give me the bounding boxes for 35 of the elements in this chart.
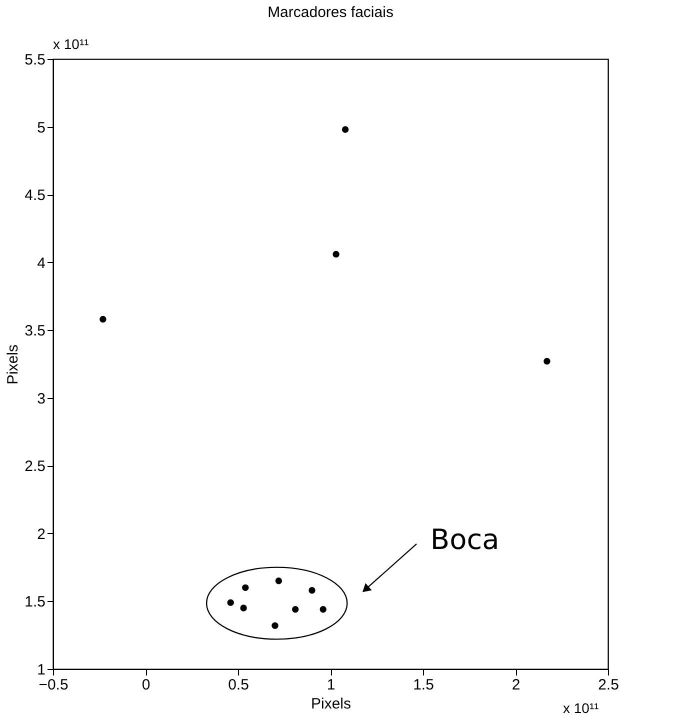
y-tick-label: 3 [37,390,46,408]
x-tick-label: 0 [142,676,150,694]
point [342,126,349,133]
y-tick-label: 1.5 [24,594,46,611]
y-tick-label: 5 [37,119,46,136]
point [275,578,282,584]
x-tick-label: −0.5 [38,676,68,694]
text: x 10¹¹ [563,700,600,716]
point [227,599,234,606]
point [332,250,340,258]
y-tick-label: 1 [37,662,46,678]
annotation: Boca [430,522,500,556]
point [320,606,326,613]
x-tick-label: 1.5 [413,676,434,694]
x-axis-title: Pixels [310,696,352,712]
point [100,316,106,323]
x-tick-label: 1 [326,676,336,694]
y-tick-label: 3.5 [24,322,46,340]
point [240,604,247,612]
x-tick-label: 2.5 [598,676,619,694]
y-tick-label: 4.5 [24,187,46,204]
point [242,584,249,592]
y-tick-label: 2.5 [24,458,46,476]
y-tick-label: 5.5 [24,52,46,68]
x-tick-label: 0.5 [228,676,249,694]
y-tick-label: 4 [37,254,46,272]
point [272,622,278,629]
point [308,587,316,594]
x-tick-label: 2 [512,676,520,694]
point [544,358,550,365]
y-tick-label: 2 [37,526,46,543]
point [292,606,299,613]
chart-title: Marcadores faciais [268,4,394,21]
text: x 10¹¹ [53,36,90,52]
y-axis-title: Pixels [4,344,22,385]
